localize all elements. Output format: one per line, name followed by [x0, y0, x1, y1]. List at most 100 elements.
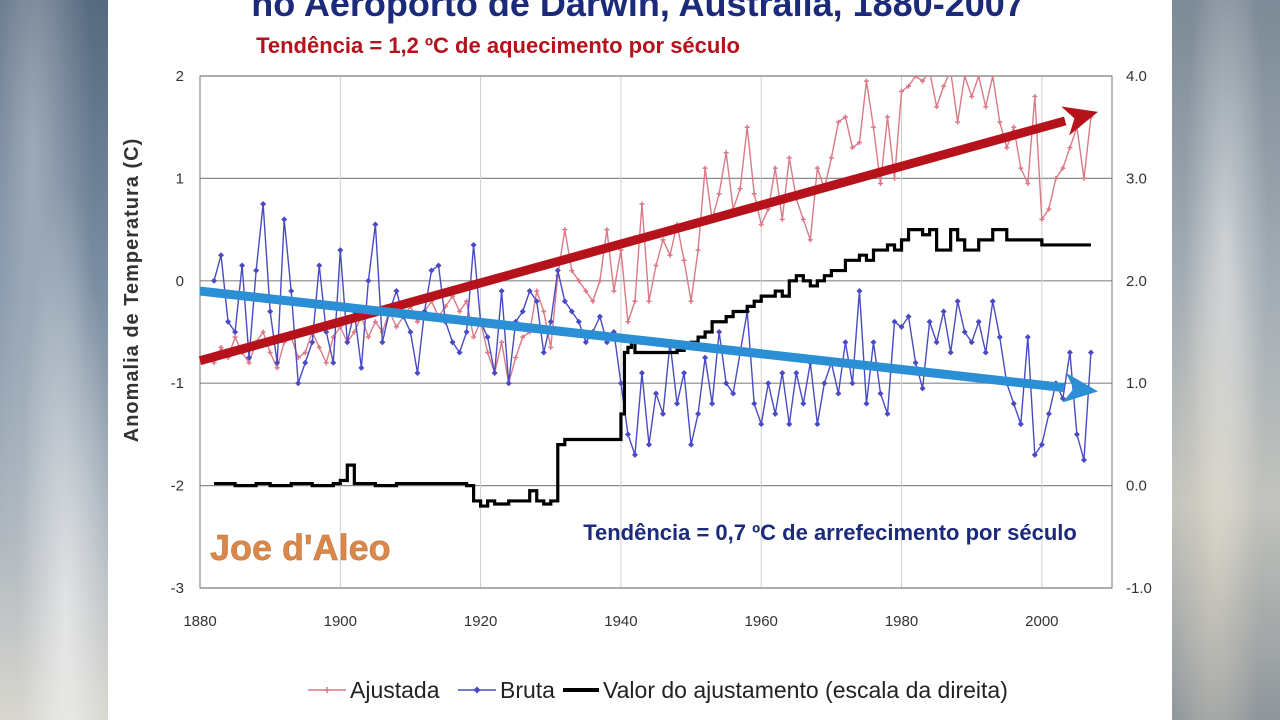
data-point — [653, 390, 659, 397]
data-point — [253, 267, 260, 274]
warming-trend-shaft — [198, 116, 1067, 366]
data-point — [547, 318, 554, 325]
data-point — [744, 124, 750, 130]
data-point — [428, 267, 435, 274]
data-point — [639, 201, 645, 207]
legend-label: Bruta — [500, 677, 555, 703]
data-point — [709, 400, 716, 407]
data-point — [484, 334, 491, 341]
data-point — [779, 369, 786, 376]
y2-axis-ticks: -1.0 0.0 1.0 2.0 3.0 4.0 — [1126, 68, 1152, 597]
data-point — [520, 334, 526, 340]
data-point — [309, 339, 316, 346]
data-point — [681, 257, 687, 263]
data-point — [513, 355, 519, 361]
data-point — [772, 165, 778, 171]
data-point — [983, 104, 989, 110]
data-point — [485, 349, 491, 355]
data-point — [758, 421, 765, 428]
data-point — [892, 175, 898, 181]
data-point — [940, 308, 947, 315]
chart-title: no Aeroporto de Darwin, Austrália, 1880-… — [251, 0, 1025, 24]
warming-trend-arrow — [198, 106, 1098, 366]
data-point — [660, 237, 666, 243]
data-point — [1081, 175, 1087, 181]
data-point — [716, 191, 722, 197]
data-point — [1073, 431, 1080, 438]
data-point — [849, 380, 856, 387]
y-axis-ticks: -3 -2 -1 0 1 2 — [171, 68, 184, 597]
author-label: Joe d'Aleo — [210, 527, 391, 568]
data-point — [456, 349, 463, 356]
data-point — [885, 114, 891, 120]
data-point — [821, 380, 828, 387]
data-point — [1038, 441, 1045, 448]
data-point — [800, 400, 807, 407]
data-point — [568, 308, 575, 315]
data-point — [906, 83, 912, 89]
data-point — [505, 380, 512, 387]
data-point — [457, 309, 463, 315]
data-point — [218, 344, 224, 350]
data-point — [1066, 349, 1073, 356]
y-tick-label: 2 — [176, 68, 184, 85]
data-point — [632, 298, 638, 304]
legend-label: Valor do ajustamento (escala da direita) — [603, 677, 1008, 703]
data-point — [274, 359, 281, 366]
data-point — [849, 145, 855, 151]
data-point — [1032, 93, 1038, 99]
sky-background-left — [0, 0, 110, 720]
legend-label: Ajustada — [350, 677, 440, 703]
data-point — [1060, 165, 1066, 171]
data-point — [211, 277, 218, 284]
data-point — [611, 288, 617, 294]
data-point — [554, 267, 561, 274]
data-point — [1010, 400, 1017, 407]
data-point — [891, 318, 898, 325]
data-point — [989, 298, 996, 305]
y-tick-label: -2 — [171, 478, 184, 495]
data-point — [835, 119, 841, 125]
x-tick-label: 1920 — [464, 613, 497, 630]
data-point — [232, 329, 239, 335]
data-point — [737, 186, 743, 192]
data-point — [323, 360, 329, 366]
y2-tick-label: -1.0 — [1126, 580, 1152, 597]
data-point — [948, 68, 953, 73]
data-point — [751, 400, 758, 407]
data-point — [877, 390, 884, 397]
data-point — [828, 155, 834, 161]
series-line — [213, 76, 1092, 384]
data-point — [814, 421, 821, 428]
data-point — [933, 339, 940, 346]
data-point — [870, 124, 876, 130]
data-point — [414, 319, 420, 325]
data-point — [281, 216, 288, 223]
data-point — [575, 318, 582, 325]
data-point — [1039, 216, 1045, 222]
chart-panel: no Aeroporto de Darwin, Austrália, 1880-… — [108, 0, 1172, 720]
data-point — [947, 349, 954, 356]
data-point — [260, 329, 266, 335]
data-point — [786, 155, 792, 161]
data-point — [926, 318, 933, 325]
data-point — [583, 288, 589, 294]
data-point — [758, 221, 764, 227]
data-point — [1067, 145, 1073, 151]
data-point — [351, 329, 357, 335]
data-point — [919, 385, 926, 392]
data-point — [596, 313, 603, 320]
data-point — [962, 76, 968, 79]
x-axis-ticks: 1880 1900 1920 1940 1960 1980 2000 — [183, 613, 1058, 630]
y-tick-label: 0 — [176, 273, 184, 290]
y-tick-label: 1 — [176, 170, 184, 187]
x-tick-label: 2000 — [1025, 613, 1058, 630]
data-point — [1017, 421, 1024, 428]
data-point — [667, 252, 673, 258]
data-point — [372, 319, 378, 325]
data-point — [267, 349, 273, 355]
data-point — [842, 114, 848, 120]
data-point — [807, 237, 813, 243]
data-point — [582, 339, 589, 346]
series-1 — [211, 201, 1094, 463]
